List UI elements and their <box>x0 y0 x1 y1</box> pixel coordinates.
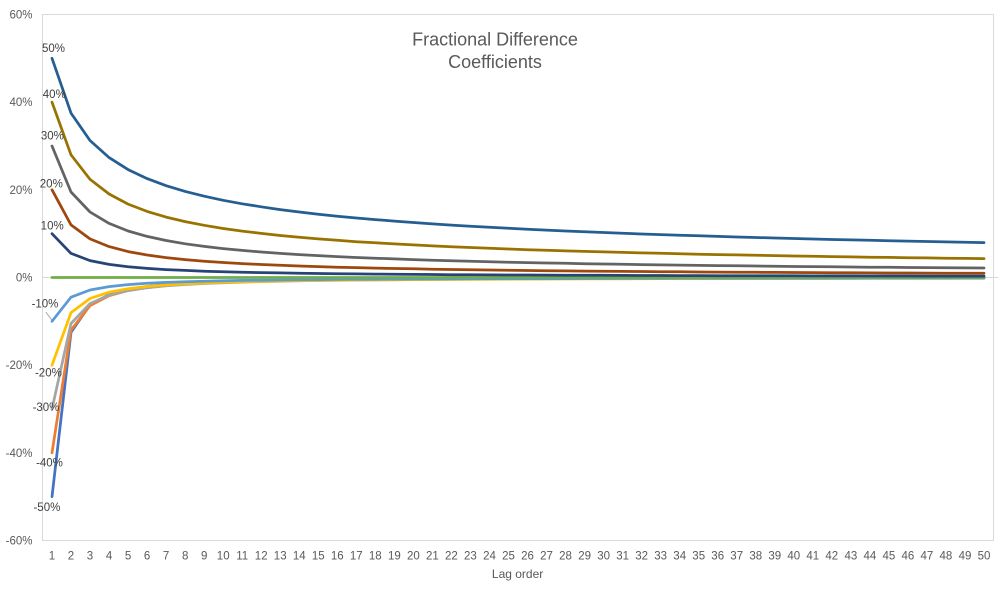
svg-text:26: 26 <box>521 551 534 563</box>
svg-text:41: 41 <box>806 551 819 563</box>
svg-text:60%: 60% <box>9 10 32 22</box>
svg-text:-40%: -40% <box>36 458 63 470</box>
svg-text:30%: 30% <box>41 130 64 142</box>
svg-text:-30%: -30% <box>33 402 60 414</box>
svg-text:-10%: -10% <box>32 299 59 311</box>
svg-text:34: 34 <box>673 551 686 563</box>
svg-text:5: 5 <box>125 551 131 563</box>
svg-text:36: 36 <box>711 551 724 563</box>
svg-text:Lag order: Lag order <box>492 567 543 581</box>
svg-text:48: 48 <box>940 551 953 563</box>
svg-text:29: 29 <box>578 551 591 563</box>
svg-text:45: 45 <box>883 551 896 563</box>
svg-text:49: 49 <box>959 551 972 563</box>
svg-text:40%: 40% <box>9 97 32 109</box>
svg-text:40: 40 <box>787 551 800 563</box>
svg-text:43: 43 <box>845 551 858 563</box>
svg-text:42: 42 <box>825 551 838 563</box>
svg-text:3: 3 <box>87 551 93 563</box>
svg-text:-50%: -50% <box>33 502 60 514</box>
svg-text:20%: 20% <box>40 179 63 191</box>
svg-text:50%: 50% <box>42 43 65 55</box>
svg-text:Fractional Difference: Fractional Difference <box>412 29 578 49</box>
svg-text:13: 13 <box>274 551 287 563</box>
svg-text:40%: 40% <box>43 89 66 101</box>
svg-text:8: 8 <box>182 551 188 563</box>
svg-text:-40%: -40% <box>6 448 33 460</box>
svg-text:28: 28 <box>559 551 572 563</box>
svg-text:17: 17 <box>350 551 363 563</box>
svg-text:32: 32 <box>635 551 648 563</box>
svg-text:21: 21 <box>426 551 439 563</box>
svg-text:31: 31 <box>616 551 629 563</box>
svg-text:4: 4 <box>106 551 113 563</box>
svg-text:7: 7 <box>163 551 169 563</box>
svg-text:14: 14 <box>293 551 306 563</box>
svg-text:39: 39 <box>768 551 781 563</box>
svg-text:27: 27 <box>540 551 553 563</box>
svg-text:37: 37 <box>730 551 743 563</box>
svg-text:22: 22 <box>445 551 458 563</box>
svg-text:10%: 10% <box>41 221 64 233</box>
svg-text:-60%: -60% <box>6 536 33 548</box>
svg-text:33: 33 <box>654 551 667 563</box>
svg-text:11: 11 <box>236 551 248 563</box>
svg-text:25: 25 <box>502 551 515 563</box>
svg-text:9: 9 <box>201 551 207 563</box>
svg-text:30: 30 <box>597 551 610 563</box>
svg-text:46: 46 <box>902 551 915 563</box>
svg-text:18: 18 <box>369 551 382 563</box>
svg-text:38: 38 <box>749 551 762 563</box>
svg-text:20%: 20% <box>9 185 32 197</box>
svg-text:50: 50 <box>978 551 991 563</box>
svg-text:20: 20 <box>407 551 420 563</box>
svg-text:12: 12 <box>255 551 268 563</box>
svg-text:16: 16 <box>331 551 344 563</box>
svg-text:47: 47 <box>921 551 934 563</box>
svg-text:35: 35 <box>692 551 705 563</box>
svg-text:1: 1 <box>49 551 55 563</box>
svg-text:10: 10 <box>217 551 230 563</box>
svg-text:6: 6 <box>144 551 150 563</box>
svg-text:44: 44 <box>864 551 877 563</box>
svg-text:24: 24 <box>483 551 496 563</box>
svg-text:19: 19 <box>388 551 401 563</box>
svg-text:Coefficients: Coefficients <box>448 52 542 72</box>
svg-text:-20%: -20% <box>35 368 62 380</box>
svg-text:-20%: -20% <box>6 360 33 372</box>
svg-text:23: 23 <box>464 551 477 563</box>
svg-text:0%: 0% <box>16 273 33 285</box>
svg-text:2: 2 <box>68 551 74 563</box>
svg-text:15: 15 <box>312 551 325 563</box>
